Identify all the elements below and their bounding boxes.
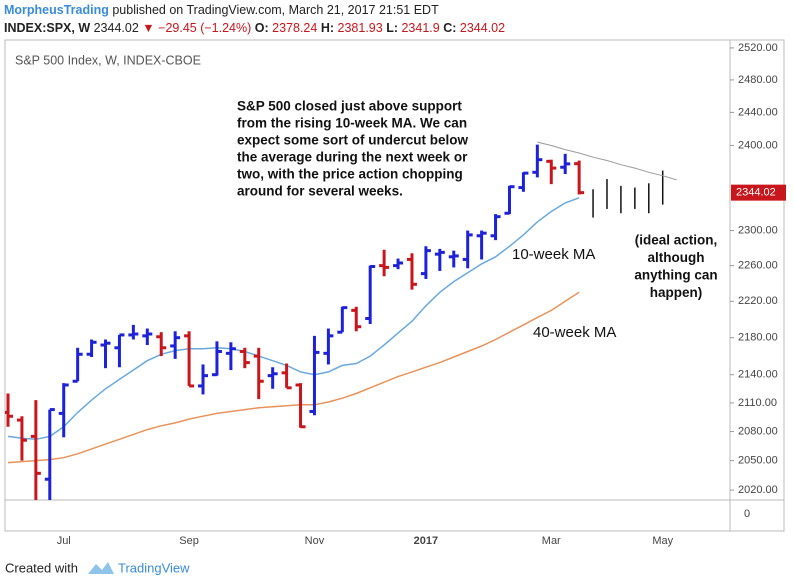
ma-label: 40-week MA <box>533 324 616 341</box>
moving-average-line <box>7 197 580 441</box>
annotation-comment: from the rising 10-week MA. We can <box>237 116 467 131</box>
footer-created: Created with <box>5 560 78 575</box>
y-tick-label: 2110.00 <box>738 397 777 409</box>
header-line-2: INDEX:SPX, W 2344.02 ▼ −29.45 (−1.24%) O… <box>4 21 505 35</box>
x-tick-label: Nov <box>305 535 325 547</box>
x-tick-label: Sep <box>179 535 199 547</box>
trendline <box>537 141 677 181</box>
annotation-comment: around for several weeks. <box>237 184 403 199</box>
open-value: 2378.24 <box>272 21 318 35</box>
y-tick-label: 2400.00 <box>738 139 778 151</box>
last-price-box <box>731 184 786 201</box>
y-tick-label: 2020.00 <box>738 484 778 496</box>
annotation-comment: the average during the next week or <box>237 150 468 165</box>
y-tick-label: 2260.00 <box>738 260 778 272</box>
h-label: H: <box>320 21 335 35</box>
annotation-comment: S&P 500 closed just above support <box>237 99 462 114</box>
y-tick-label: 2080.00 <box>738 425 778 437</box>
plot-area <box>5 141 677 500</box>
header-line-1: MorpheusTrading published on TradingView… <box>4 3 439 17</box>
annotation-ideal: although <box>648 250 705 265</box>
annotation-ideal: happen) <box>650 285 703 300</box>
last: 2344.02 <box>93 21 139 35</box>
lower-pane-tick-label: 0 <box>744 508 750 520</box>
last-price-label: 2344.02 <box>736 187 776 199</box>
low-value: 2341.9 <box>401 21 440 35</box>
l-label: L: <box>386 21 398 35</box>
moving-average-line <box>7 291 580 464</box>
close-value: 2344.02 <box>459 21 506 35</box>
o-label: O: <box>254 21 269 35</box>
y-tick-label: 2300.00 <box>738 224 778 236</box>
y-tick-label: 2220.00 <box>738 295 778 307</box>
y-tick-label: 2140.00 <box>738 369 778 381</box>
x-tick-label: 2017 <box>414 535 438 547</box>
footer: Created with TradingView <box>5 560 190 575</box>
y-tick-label: 2180.00 <box>738 332 778 344</box>
y-tick-label: 2480.00 <box>738 74 778 86</box>
footer-brand[interactable]: TradingView <box>118 560 190 575</box>
ma-label: 10-week MA <box>512 246 595 263</box>
author[interactable]: MorpheusTrading <box>4 3 109 17</box>
annotation-comment: two, with the price action chopping <box>237 167 463 182</box>
x-tick-label: Jul <box>57 535 71 547</box>
c-label: C: <box>443 21 457 35</box>
logo <box>88 562 114 574</box>
high-value: 2381.93 <box>337 21 383 35</box>
down-arrow: ▼ <box>142 21 155 35</box>
annotation-comment: expect some sort of undercut below <box>237 133 469 148</box>
x-tick-label: Mar <box>542 535 561 547</box>
y-tick-label: 2440.00 <box>738 106 778 118</box>
x-tick-label: May <box>652 535 673 547</box>
change-pct: (−1.24%) <box>200 21 252 35</box>
symbol: INDEX:SPX, W <box>4 21 91 35</box>
y-tick-label: 2050.00 <box>738 455 778 467</box>
y-tick-label: 2520.00 <box>738 42 778 54</box>
annotation-ideal: (ideal action, <box>635 233 718 248</box>
legend-title: S&P 500 Index, W, INDEX-CBOE <box>15 53 201 67</box>
change: −29.45 <box>158 21 197 35</box>
annotation-ideal: anything can <box>634 268 717 283</box>
published: published on TradingView.com, March 21, … <box>112 3 439 17</box>
